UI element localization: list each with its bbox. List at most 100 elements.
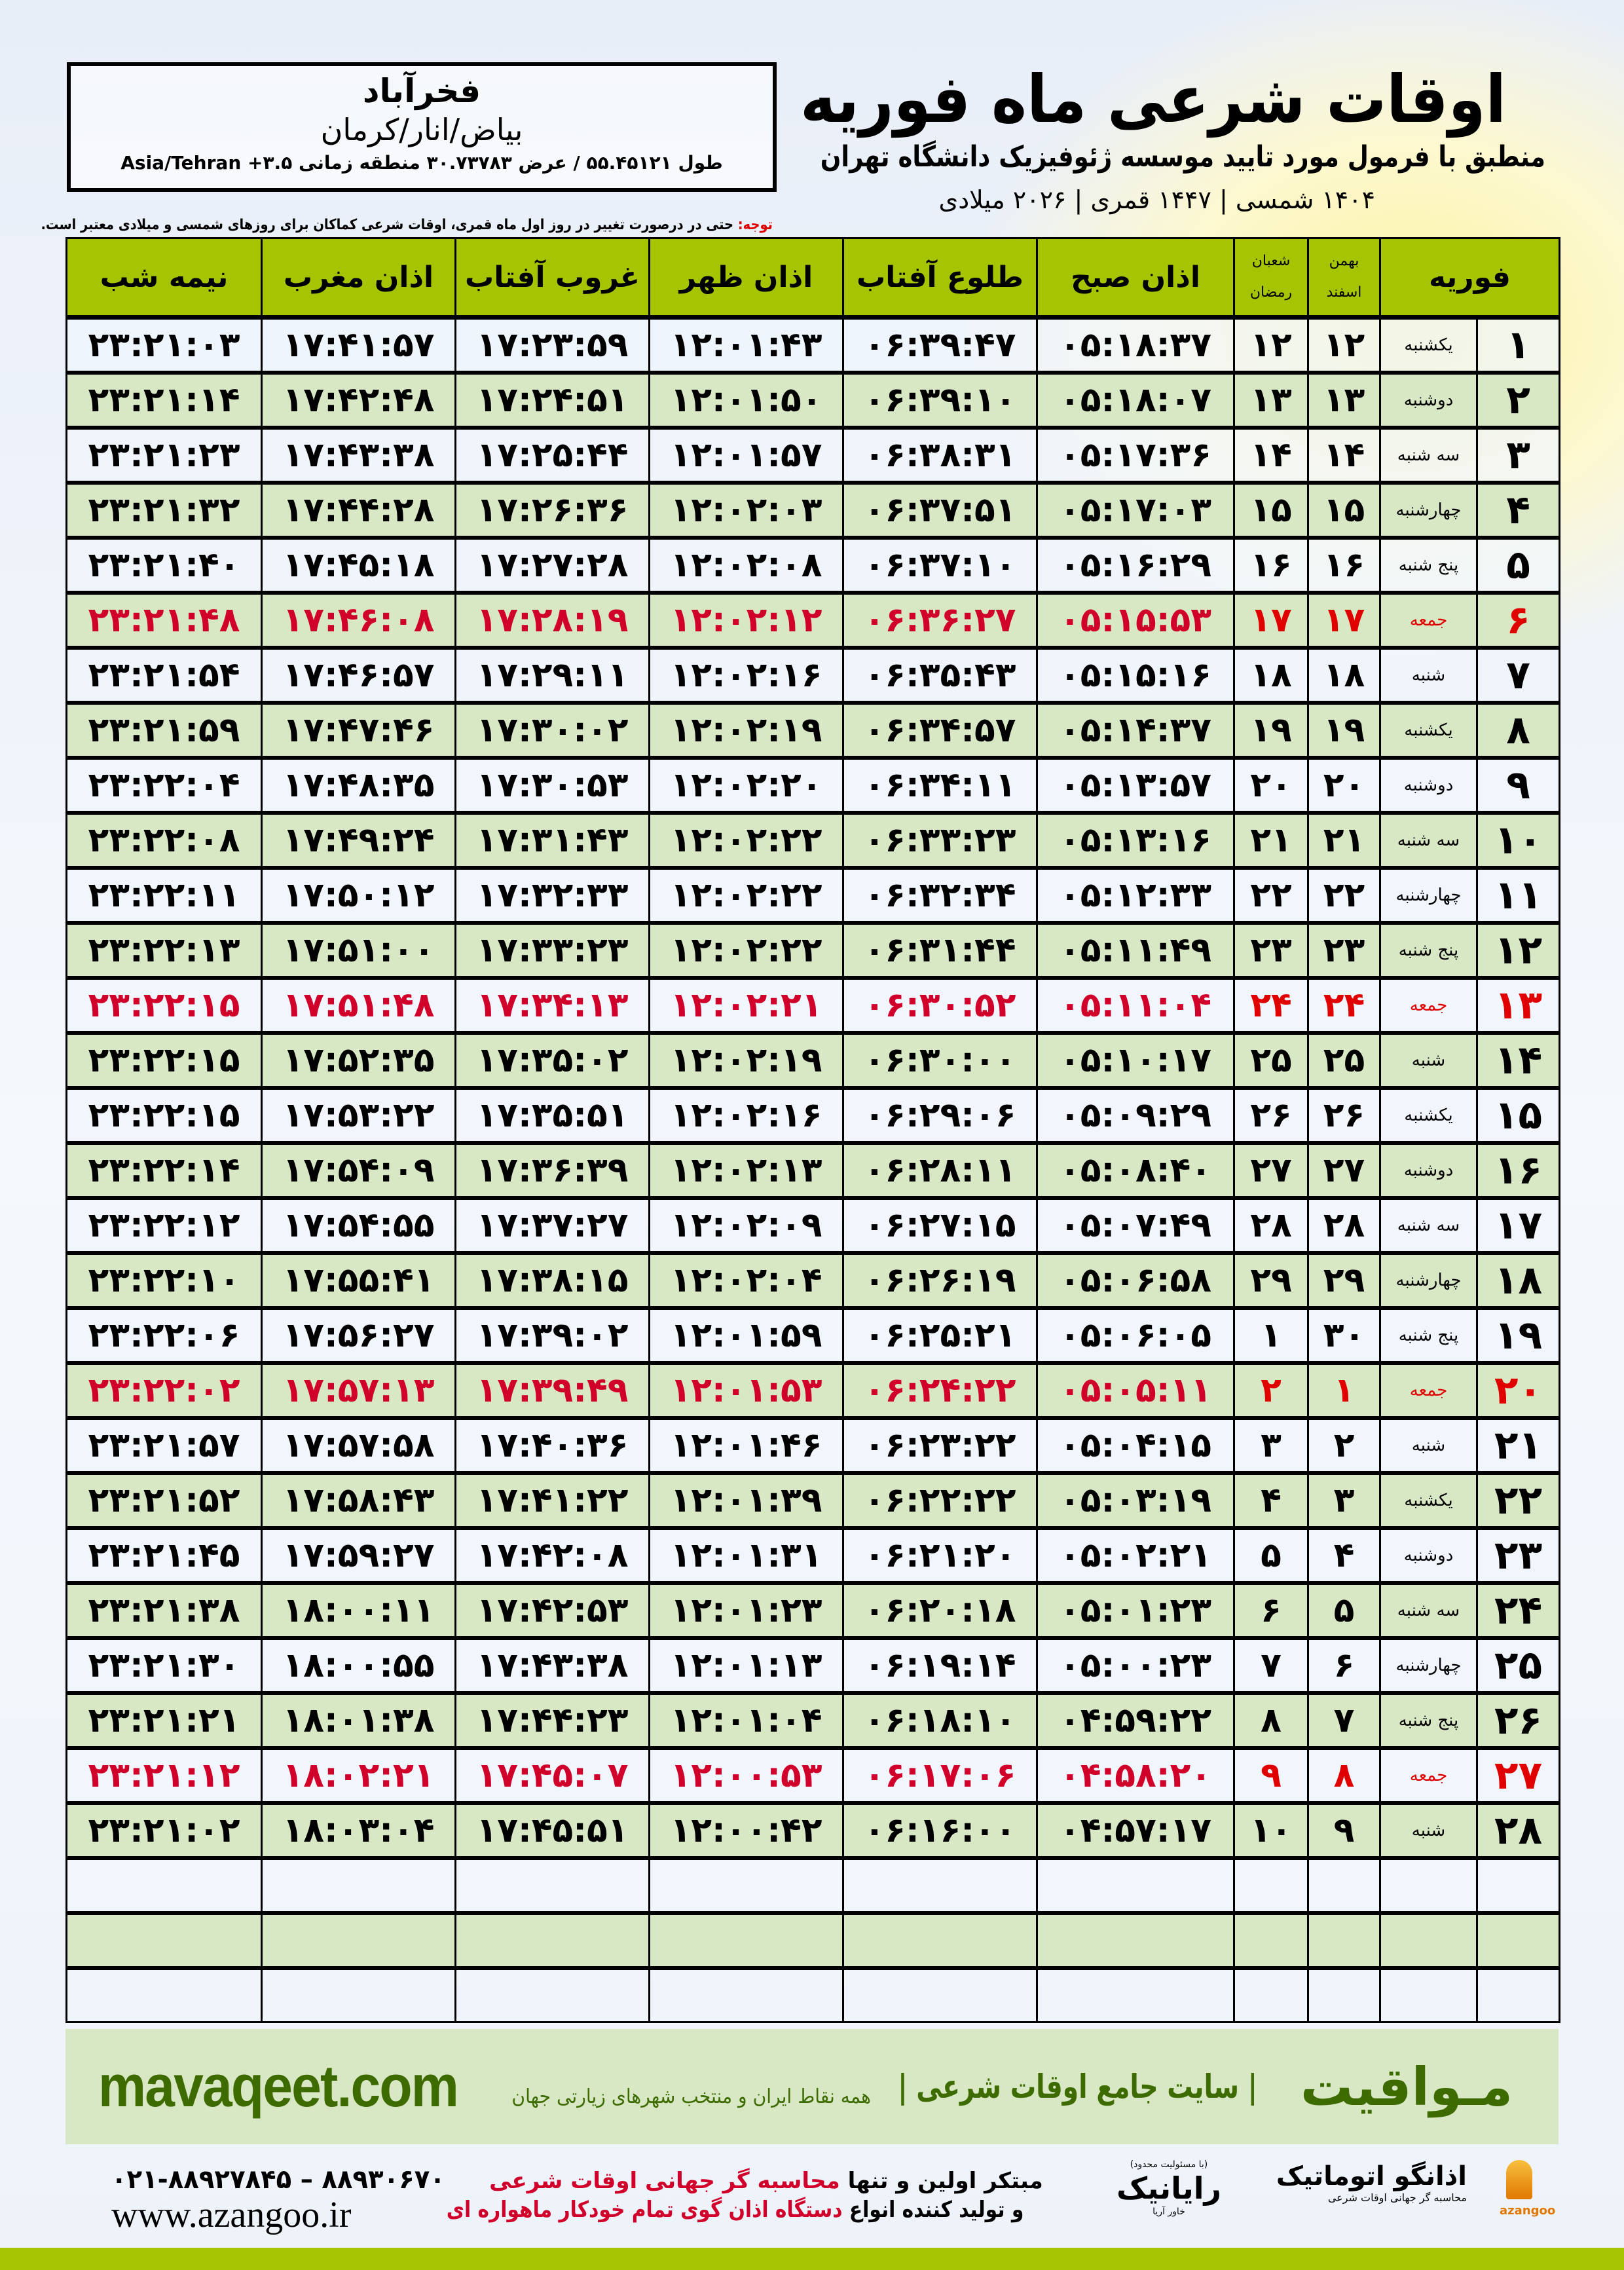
weekday: چهارشنبه (1379, 1251, 1478, 1309)
empty-cell (261, 1856, 456, 1914)
rayanik-sub: خاور آریا (1153, 2206, 1185, 2217)
weekday: دوشنبه (1379, 756, 1478, 814)
table-row: ۲۶ پنج شنبه ۷ ۸ ۰۴:۵۹:۲۲ ۰۶:۱۸:۱۰ ۱۲:۰۱:۰۴ ۱۷:۴… (65, 1691, 1560, 1749)
maghrib-time: ۱۸:۰۰:۵۵ (261, 1636, 456, 1694)
midnight-time: ۲۳:۲۱:۵۲ (65, 1471, 263, 1529)
midnight-time: ۲۳:۲۲:۱۵ (65, 1031, 263, 1089)
day-number: ۱۹ (1476, 1306, 1560, 1364)
midnight-time: ۲۳:۲۲:۰۲ (65, 1361, 263, 1419)
sunset-time: ۱۷:۳۱:۴۳ (454, 811, 650, 869)
table-row: ۱۹ پنج شنبه ۳۰ ۱ ۰۵:۰۶:۰۵ ۰۶:۲۵:۲۱ ۱۲:۰۱:۵۹ ۱۷:… (65, 1306, 1560, 1364)
col-lunar: شعبان رمضان (1233, 237, 1309, 320)
day-number: ۴ (1476, 481, 1560, 539)
dhuhr-time: ۱۲:۰۱:۴۳ (648, 315, 844, 374)
maghrib-time: ۱۷:۵۳:۲۲ (261, 1086, 456, 1144)
weekday: سه شنبه (1379, 426, 1478, 484)
day-number: ۱۶ (1476, 1141, 1560, 1199)
sunrise-time: ۰۶:۲۰:۱۸ (842, 1581, 1038, 1639)
lunar-day: ۲۲ (1233, 866, 1309, 924)
midnight-time: ۲۳:۲۲:۱۱ (65, 866, 263, 924)
day-number: ۱ (1476, 315, 1560, 374)
year-line: ۱۴۰۴ شمسی | ۱۴۴۷ قمری | ۲۰۲۶ میلادی (938, 185, 1375, 214)
dhuhr-time: ۱۲:۰۲:۱۲ (648, 591, 844, 649)
fajr-time: ۰۵:۱۳:۱۶ (1036, 811, 1235, 869)
sunset-time: ۱۷:۳۴:۱۳ (454, 976, 650, 1034)
fajr-time: ۰۵:۰۱:۲۳ (1036, 1581, 1235, 1639)
solar-day: ۱ (1307, 1361, 1381, 1419)
sunset-time: ۱۷:۲۵:۴۴ (454, 426, 650, 484)
note: توجه: حتی در درصورت تغییر در روز اول ماه… (41, 216, 773, 234)
sunset-time: ۱۷:۴۰:۳۶ (454, 1416, 650, 1474)
maghrib-time: ۱۷:۵۸:۴۳ (261, 1471, 456, 1529)
weekday: یکشنبه (1379, 315, 1478, 374)
table-row: ۹ دوشنبه ۲۰ ۲۰ ۰۵:۱۳:۵۷ ۰۶:۳۴:۱۱ ۱۲:۰۲:۲۰ ۱۷:۳۰… (65, 756, 1560, 814)
table-row: ۲۵ چهارشنبه ۶ ۷ ۰۵:۰۰:۲۳ ۰۶:۱۹:۱۴ ۱۲:۰۱:۱۳ ۱۷:۴… (65, 1636, 1560, 1694)
midnight-time: ۲۳:۲۲:۱۳ (65, 921, 263, 979)
midnight-time: ۲۳:۲۲:۱۰ (65, 1251, 263, 1309)
empty-cell (1307, 1966, 1381, 2023)
midnight-time: ۲۳:۲۱:۲۳ (65, 426, 263, 484)
solar-day: ۴ (1307, 1526, 1381, 1584)
day-number: ۹ (1476, 756, 1560, 814)
sunset-time: ۱۷:۲۹:۱۱ (454, 646, 650, 704)
fajr-time: ۰۵:۱۷:۰۳ (1036, 481, 1235, 539)
maghrib-time: ۱۷:۵۷:۱۳ (261, 1361, 456, 1419)
dhuhr-time: ۱۲:۰۲:۲۰ (648, 756, 844, 814)
lunar-day: ۲۰ (1233, 756, 1309, 814)
dhuhr-time: ۱۲:۰۱:۲۳ (648, 1581, 844, 1639)
day-number: ۱۸ (1476, 1251, 1560, 1309)
weekday: پنج شنبه (1379, 1306, 1478, 1364)
table-row: ۲ دوشنبه ۱۳ ۱۳ ۰۵:۱۸:۰۷ ۰۶:۳۹:۱۰ ۱۲:۰۱:۵۰ ۱۷:۲۴… (65, 371, 1560, 429)
table-row: ۲۳ دوشنبه ۴ ۵ ۰۵:۰۲:۲۱ ۰۶:۲۱:۲۰ ۱۲:۰۱:۳۱ ۱۷:۴۲:… (65, 1526, 1560, 1584)
sunset-time: ۱۷:۴۲:۵۳ (454, 1581, 650, 1639)
maghrib-time: ۱۷:۵۰:۱۲ (261, 866, 456, 924)
maghrib-time: ۱۸:۰۰:۱۱ (261, 1581, 456, 1639)
promo-line1a: مبتکر اولین و تنها (840, 2168, 1043, 2194)
lunar-day: ۷ (1233, 1636, 1309, 1694)
dhuhr-time: ۱۲:۰۲:۲۲ (648, 921, 844, 979)
mavaqeet-url[interactable]: mavaqeet.com (98, 2053, 459, 2119)
weekday: شنبه (1379, 1031, 1478, 1089)
maghrib-time: ۱۷:۵۵:۴۱ (261, 1251, 456, 1309)
dhuhr-time: ۱۲:۰۲:۰۸ (648, 536, 844, 594)
sunrise-time: ۰۶:۱۶:۰۰ (842, 1801, 1038, 1859)
subtitle: منطبق با فرمول مورد تایید موسسه ژئوفیزیک… (820, 140, 1545, 174)
solar-day: ۱۵ (1307, 481, 1381, 539)
fajr-time: ۰۵:۱۲:۳۳ (1036, 866, 1235, 924)
dhuhr-time: ۱۲:۰۱:۰۴ (648, 1691, 844, 1749)
sunrise-time: ۰۶:۳۳:۲۳ (842, 811, 1038, 869)
fajr-time: ۰۵:۰۲:۲۱ (1036, 1526, 1235, 1584)
bottom-bar (0, 2248, 1624, 2270)
sunset-time: ۱۷:۲۶:۳۶ (454, 481, 650, 539)
solar-day: ۲۶ (1307, 1086, 1381, 1144)
weekday: سه شنبه (1379, 1581, 1478, 1639)
maghrib-time: ۱۷:۵۶:۲۷ (261, 1306, 456, 1364)
dhuhr-time: ۱۲:۰۲:۱۳ (648, 1141, 844, 1199)
table-row: ۱۴ شنبه ۲۵ ۲۵ ۰۵:۱۰:۱۷ ۰۶:۳۰:۰۰ ۱۲:۰۲:۱۹ ۱۷:۳۵:… (65, 1031, 1560, 1089)
fajr-time: ۰۵:۰۸:۴۰ (1036, 1141, 1235, 1199)
fajr-time: ۰۵:۱۸:۳۷ (1036, 315, 1235, 374)
day-number: ۱۴ (1476, 1031, 1560, 1089)
midnight-time: ۲۳:۲۱:۳۲ (65, 481, 263, 539)
fajr-time: ۰۴:۵۸:۲۰ (1036, 1746, 1235, 1804)
empty-cell (454, 1966, 650, 2023)
fajr-time: ۰۴:۵۷:۱۷ (1036, 1801, 1235, 1859)
maghrib-time: ۱۷:۴۶:۵۷ (261, 646, 456, 704)
dhuhr-time: ۱۲:۰۲:۲۱ (648, 976, 844, 1034)
sunrise-time: ۰۶:۳۰:۰۰ (842, 1031, 1038, 1089)
weekday: پنج شنبه (1379, 1691, 1478, 1749)
midnight-time: ۲۳:۲۱:۵۴ (65, 646, 263, 704)
lunar-day: ۹ (1233, 1746, 1309, 1804)
table-row: ۱۲ پنج شنبه ۲۳ ۲۳ ۰۵:۱۱:۴۹ ۰۶:۳۱:۴۴ ۱۲:۰۲:۲۲ ۱۷… (65, 921, 1560, 979)
day-number: ۱۲ (1476, 921, 1560, 979)
azangoo-url[interactable]: www.azangoo.ir (111, 2195, 352, 2235)
table-row: ۱۰ سه شنبه ۲۱ ۲۱ ۰۵:۱۳:۱۶ ۰۶:۳۳:۲۳ ۱۲:۰۲:۲۲ ۱۷:… (65, 811, 1560, 869)
lunar-day: ۱ (1233, 1306, 1309, 1364)
midnight-time: ۲۳:۲۱:۵۷ (65, 1416, 263, 1474)
day-number: ۸ (1476, 701, 1560, 759)
sunrise-time: ۰۶:۳۰:۵۲ (842, 976, 1038, 1034)
weekday: سه شنبه (1379, 811, 1478, 869)
weekday: یکشنبه (1379, 1471, 1478, 1529)
day-number: ۷ (1476, 646, 1560, 704)
fajr-time: ۰۵:۱۷:۳۶ (1036, 426, 1235, 484)
